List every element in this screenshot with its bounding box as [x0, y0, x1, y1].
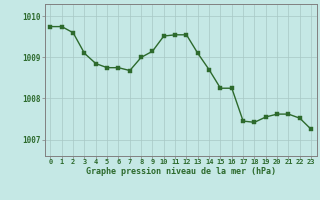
X-axis label: Graphe pression niveau de la mer (hPa): Graphe pression niveau de la mer (hPa): [86, 167, 276, 176]
